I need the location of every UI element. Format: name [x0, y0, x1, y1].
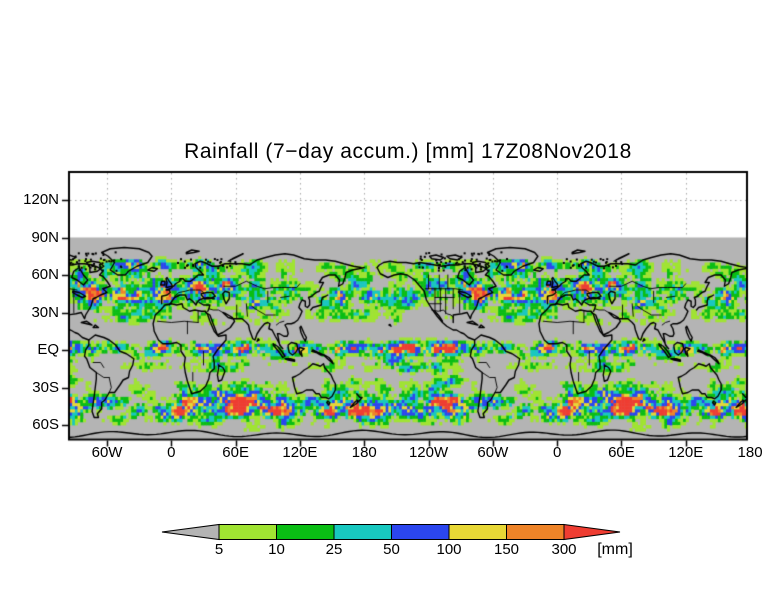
- colorbar-tick-label: 50: [383, 541, 400, 558]
- x-tick-label: 120E: [282, 444, 318, 461]
- colorbar-tick-label: 10: [268, 541, 285, 558]
- x-tick-label: 0: [167, 444, 176, 461]
- colorbar-tick-label: 300: [551, 541, 577, 558]
- world-rainfall-map-canvas: [0, 0, 784, 512]
- colorbar-units-label: [mm]: [597, 541, 633, 558]
- x-tick-label: 120E: [668, 444, 704, 461]
- y-tick-label: EQ: [37, 341, 59, 358]
- x-tick-label: 0: [552, 444, 562, 461]
- colorbar-segment: [276, 524, 335, 540]
- x-tick-label: 120W: [408, 444, 449, 461]
- chart-title: Rainfall (7−day accum.) [mm] 17Z08Nov201…: [184, 140, 632, 163]
- x-tick-label: 60E: [608, 444, 635, 461]
- x-tick-label: 180: [737, 444, 763, 461]
- colorbar-segment: [218, 524, 277, 540]
- y-tick-label: 60S: [32, 416, 59, 433]
- colorbar-tick-label: 150: [493, 541, 520, 558]
- colorbar-above-max-arrow: [563, 523, 621, 541]
- y-tick-label: 30N: [31, 303, 59, 321]
- colorbar-segment: [333, 524, 392, 540]
- x-tick-label: 180: [351, 444, 377, 461]
- colorbar-tick-label: 25: [325, 541, 343, 558]
- colorbar-tick-label: 5: [214, 541, 224, 558]
- colorbar-tick-label: 100: [436, 541, 462, 558]
- y-tick-label: 60N: [31, 266, 59, 283]
- x-tick-label: 60W: [91, 444, 123, 461]
- colorbar-segment: [506, 524, 565, 540]
- x-tick-label: 60E: [222, 444, 249, 461]
- y-tick-label: 30S: [32, 378, 59, 396]
- colorbar: [161, 523, 621, 541]
- x-tick-label: 60W: [477, 444, 509, 461]
- colorbar-below-min-arrow: [161, 523, 220, 541]
- y-tick-label: 120N: [23, 191, 59, 208]
- y-tick-label: 90N: [31, 228, 59, 246]
- colorbar-segment: [448, 524, 507, 540]
- colorbar-segment: [391, 524, 450, 540]
